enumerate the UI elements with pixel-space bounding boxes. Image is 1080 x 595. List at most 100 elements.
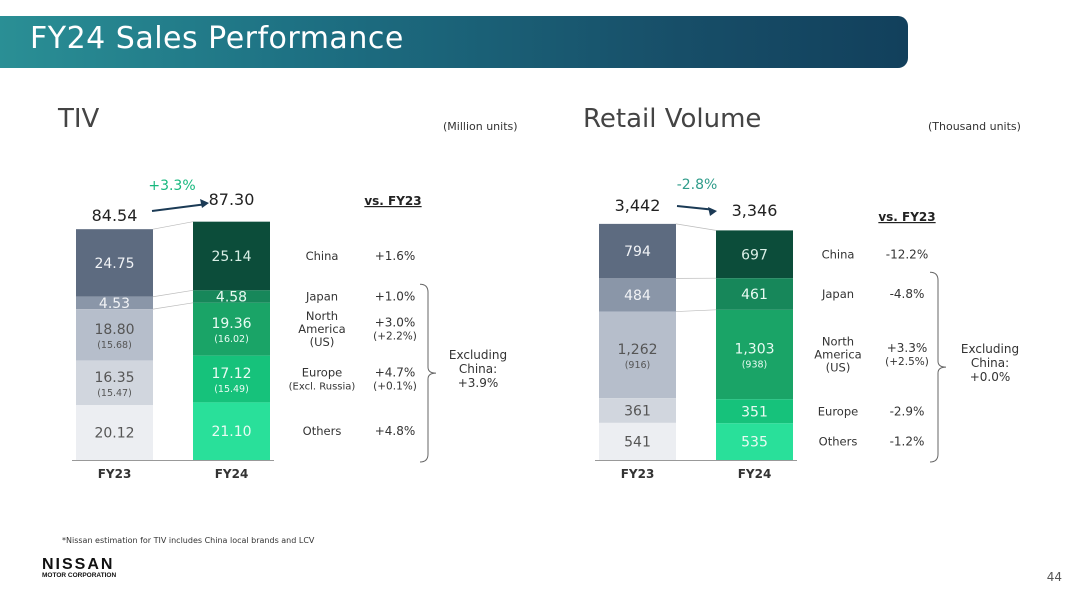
legend-name: America [298,322,345,336]
x-tick-label: FY24 [738,467,772,481]
bar-value-label: 20.12 [94,426,134,442]
bar-value-label: 25.14 [211,249,251,265]
retail-unit-label: (Thousand units) [928,120,1021,133]
legend-name: (Excl. Russia) [289,382,356,393]
footnote: *Nissan estimation for TIV includes Chin… [62,536,315,545]
bar-fy24-china [716,230,793,279]
legend-change: (+2.2%) [373,331,417,343]
bar-fy24-north-america [716,309,793,400]
bar-sub-label: (15.68) [97,340,132,351]
bar-value-label: 541 [624,434,651,450]
bar-fy23-japan [76,296,153,310]
total-label: 84.54 [92,206,138,225]
bar-fy23-others [599,422,676,460]
excluding-china-brace [929,271,947,463]
change-label: +3.3% [148,178,195,194]
legend-name: America [814,348,861,362]
legend-change: -4.8% [890,287,925,301]
legend-name: (US) [826,361,851,375]
legend-change: -1.2% [890,435,925,449]
legend-change: (+2.5%) [885,356,929,368]
bar-fy23-china [76,229,153,297]
bar-value-label: 18.80 [94,322,134,338]
bar-sub-label: (16.02) [214,334,249,345]
bar-fy24-europe [716,399,793,424]
bar-fy23-europe [599,398,676,423]
connector-line [675,223,717,231]
bar-value-label: 535 [741,435,768,451]
bar-value-label: 461 [741,287,768,303]
x-tick-label: FY24 [215,467,249,481]
bar-fy24-others [193,402,270,460]
bar-sub-label: (15.47) [97,388,132,399]
x-tick-label: FY23 [621,467,655,481]
legend-change: +4.7% [375,366,416,380]
bar-value-label: 17.12 [211,366,251,382]
bar-value-label: 697 [741,247,768,263]
bar-value-label: 21.10 [211,424,251,440]
bar-value-label: 16.35 [94,370,134,386]
legend-name: (US) [310,335,335,349]
legend-name: Others [819,435,858,449]
connector-line [152,221,194,230]
legend-name: North [306,309,338,323]
legend-name: Japan [305,290,338,304]
bar-fy24-others [716,423,793,460]
brace-note: +3.9% [458,376,499,390]
brace-note: Excluding [961,342,1019,356]
bar-fy24-europe [193,355,270,403]
growth-arrow-line [151,203,204,212]
title-banner [0,16,908,68]
legend-name: China [306,249,339,263]
bar-value-label: 361 [624,404,651,420]
bar-fy23-china [599,223,676,279]
logo-name: NISSAN [42,556,115,573]
bar-fy23-others [76,405,153,460]
page-title: FY24 Sales Performance [30,21,404,56]
legend-change: +3.0% [375,316,416,330]
bar-fy24-north-america [193,302,270,356]
bar-value-label: 351 [741,404,768,420]
bar-value-label: 19.36 [211,316,251,332]
legend-name: China [822,247,855,261]
legend-change: +3.3% [887,341,928,355]
bar-value-label: 1,262 [617,342,657,358]
legend-change: (+0.1%) [373,381,417,393]
bar-value-label: 4.53 [99,296,130,312]
growth-arrow-head [200,199,209,208]
bar-fy24-japan [716,278,793,310]
total-label: 87.30 [209,190,255,209]
bar-value-label: 484 [624,288,651,304]
connector-line [675,309,717,312]
legend-name: Europe [818,404,858,418]
tiv-unit-label: (Million units) [443,120,518,133]
legend-change: -12.2% [886,247,928,261]
vs-label: vs. FY23 [878,210,935,224]
legend-name: Others [303,424,342,438]
bar-fy24-japan [193,290,270,303]
bar-fy23-north-america [599,311,676,399]
connector-line [152,289,194,298]
legend-change: +4.8% [375,424,416,438]
vs-label: vs. FY23 [364,194,421,208]
x-tick-label: FY23 [98,467,132,481]
brace-note: China: [459,362,497,376]
total-label: 3,346 [732,201,778,220]
nissan-logo: NISSAN MOTOR CORPORATION [42,556,116,579]
change-label: -2.8% [677,177,718,193]
brace-note: +0.0% [970,370,1011,384]
legend-change: +1.0% [375,290,416,304]
connector-line [152,302,194,310]
excluding-china-brace [419,283,437,463]
bar-sub-label: (15.49) [214,384,249,395]
bar-value-label: 1,303 [734,342,774,358]
legend-name: North [822,335,854,349]
bar-fy23-europe [76,360,153,406]
bar-value-label: 794 [624,244,651,260]
bar-value-label: 4.58 [216,290,247,306]
legend-change: +1.6% [375,249,416,263]
brace-note: Excluding [449,348,507,362]
brace-note: China: [971,356,1009,370]
bar-fy23-north-america [76,309,153,361]
